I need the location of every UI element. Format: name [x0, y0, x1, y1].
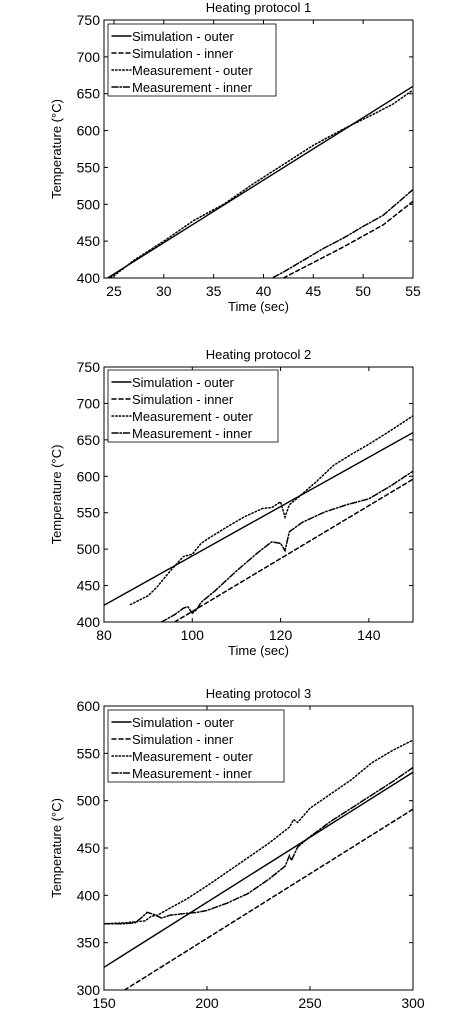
x-tick-label: 55 — [405, 283, 421, 299]
x-tick-label: 100 — [181, 627, 205, 643]
y-tick-label: 750 — [77, 12, 101, 28]
y-tick-label: 450 — [77, 233, 101, 249]
y-tick-label: 400 — [77, 614, 101, 630]
series-group — [104, 415, 413, 622]
y-tick-label: 600 — [77, 468, 101, 484]
chart-title: Heating protocol 1 — [206, 0, 312, 15]
series-line-1 — [106, 85, 413, 278]
series-line-4 — [104, 766, 413, 925]
chart-panel-3: Heating protocol 3 300 350 400 450 500 550 600 1… — [49, 686, 425, 1012]
x-tick-label: 250 — [298, 995, 322, 1011]
series-group — [104, 739, 413, 990]
x-tick-label: 150 — [92, 995, 116, 1011]
x-tick-label: 50 — [355, 283, 371, 299]
x-tick-label: 200 — [195, 995, 219, 1011]
y-tick-label: 600 — [77, 698, 101, 714]
series-line-3 — [107, 89, 413, 278]
x-tick-label: 80 — [96, 627, 112, 643]
y-tick-label: 450 — [77, 840, 101, 856]
series-line-1 — [104, 431, 413, 606]
y-tick-label: 400 — [77, 270, 101, 286]
x-tick-label: 25 — [106, 283, 122, 299]
series-line-3 — [129, 415, 413, 606]
series-line-3 — [104, 739, 413, 925]
legend-label-2: Simulation - inner — [132, 46, 234, 61]
legend-label-3: Measurement - outer — [132, 749, 253, 764]
x-tick-label: 40 — [256, 283, 272, 299]
x-tick-label: 45 — [306, 283, 322, 299]
series-line-1 — [104, 771, 413, 968]
legend-label-4: Measurement - inner — [132, 766, 253, 781]
y-tick-label: 400 — [77, 887, 101, 903]
y-tick-label: 500 — [77, 196, 101, 212]
legend-box — [107, 709, 285, 783]
legend-label-1: Simulation - outer — [132, 375, 235, 390]
legend-box — [107, 369, 279, 443]
x-tick-label: 35 — [206, 283, 222, 299]
y-axis-label: Temperature (°C) — [49, 99, 64, 199]
y-axis-label: Temperature (°C) — [49, 445, 64, 545]
x-tick-label: 120 — [269, 627, 293, 643]
legend-label-1: Simulation - outer — [132, 715, 235, 730]
y-tick-label: 700 — [77, 49, 101, 65]
x-axis-label: Time (sec) — [228, 643, 289, 658]
legend-label-4: Measurement - inner — [132, 80, 253, 95]
legend: Simulation - outer Simulation - inner Meas… — [107, 23, 277, 97]
y-tick-label: 300 — [77, 982, 101, 998]
y-tick-label: 650 — [77, 432, 101, 448]
series-line-2 — [123, 808, 413, 990]
y-axis-label: Temperature (°C) — [49, 798, 64, 898]
y-tick-label: 550 — [77, 745, 101, 761]
series-line-4 — [272, 188, 413, 278]
y-tick-label: 650 — [77, 86, 101, 102]
series-line-2 — [173, 478, 413, 622]
legend-label-2: Simulation - inner — [132, 392, 234, 407]
chart-panel-2: Heating protocol 2 400 450 500 550 600 650 700 7… — [49, 347, 414, 658]
legend-label-3: Measurement - outer — [132, 63, 253, 78]
y-tick-label: 500 — [77, 541, 101, 557]
y-tick-label: 350 — [77, 935, 101, 951]
x-tick-label: 300 — [401, 995, 425, 1011]
legend-label-4: Measurement - inner — [132, 426, 253, 441]
y-tick-label: 500 — [77, 793, 101, 809]
y-tick-label: 700 — [77, 395, 101, 411]
series-line-4 — [160, 470, 413, 622]
chart-panel-1: Heating protocol 1 400 450 500 550 600 650 700 7… — [49, 0, 421, 314]
y-tick-label: 550 — [77, 505, 101, 521]
series-group — [106, 85, 413, 278]
chart-title: Heating protocol 3 — [206, 686, 312, 701]
x-tick-label: 30 — [156, 283, 172, 299]
y-tick-label: 600 — [77, 123, 101, 139]
legend: Simulation - outer Simulation - inner Meas… — [107, 709, 285, 783]
legend-box — [107, 23, 277, 97]
y-tick-label: 750 — [77, 359, 101, 375]
chart-title: Heating protocol 2 — [206, 347, 312, 362]
legend-label-1: Simulation - outer — [132, 29, 235, 44]
y-tick-label: 550 — [77, 159, 101, 175]
legend-label-3: Measurement - outer — [132, 409, 253, 424]
x-axis-label: Time (sec) — [228, 299, 289, 314]
legend: Simulation - outer Simulation - inner Meas… — [107, 369, 279, 443]
legend-label-2: Simulation - inner — [132, 732, 234, 747]
x-tick-label: 140 — [357, 627, 381, 643]
series-line-2 — [282, 200, 413, 278]
y-tick-label: 450 — [77, 578, 101, 594]
